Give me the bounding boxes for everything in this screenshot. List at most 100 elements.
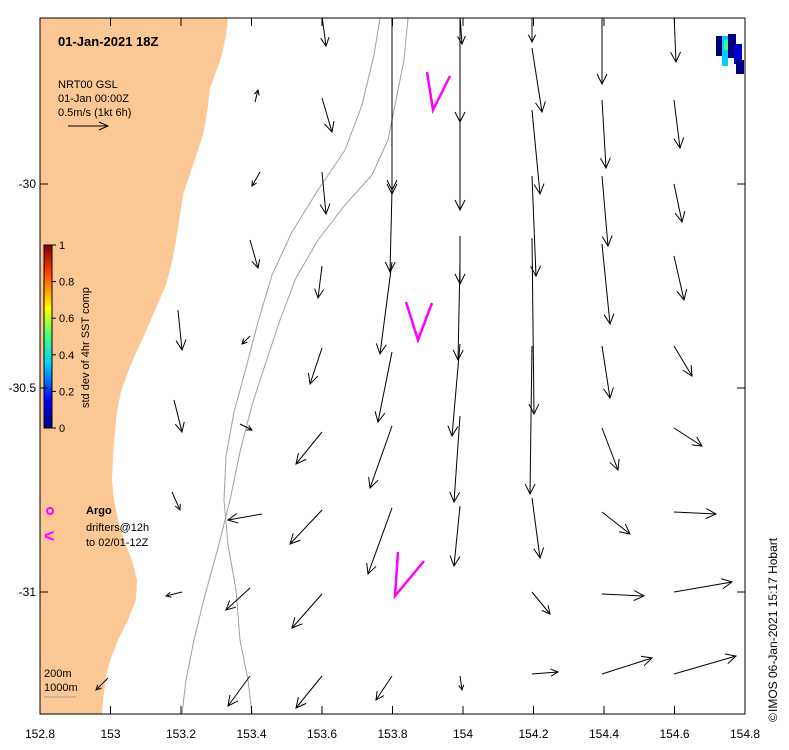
isobath-1000m bbox=[181, 18, 409, 714]
drifter-label: drifters@12h bbox=[86, 522, 149, 534]
y-tick-label: -31 bbox=[19, 585, 37, 599]
current-arrow bbox=[173, 399, 185, 434]
current-arrow bbox=[454, 112, 466, 212]
current-arrow bbox=[670, 18, 682, 64]
legend-scale: 0.5m/s (1kt 6h) bbox=[58, 107, 131, 119]
current-arrow bbox=[673, 508, 718, 519]
legend-time: 01-Jan 00:00Z bbox=[58, 93, 129, 105]
argo-label: Argo bbox=[86, 505, 112, 517]
colorbar-tick-label: 0.6 bbox=[59, 313, 74, 325]
colorbar-ticks: 0 0.2 0.4 0.6 0.8 1 bbox=[52, 240, 74, 435]
current-arrow bbox=[601, 243, 615, 326]
colorbar-tick-label: 1 bbox=[59, 240, 65, 252]
credit-text: IMOS 06-Jan-2021 15:17 Hobart bbox=[766, 537, 780, 712]
current-arrow bbox=[368, 425, 393, 490]
current-arrow bbox=[253, 88, 260, 103]
x-tick-label: 154.6 bbox=[659, 727, 689, 741]
sst-patch bbox=[716, 34, 744, 74]
current-arrow bbox=[673, 578, 734, 593]
current-arrow bbox=[531, 591, 551, 615]
map-title: 01-Jan-2021 18Z bbox=[58, 34, 159, 49]
x-tick-label: 154.4 bbox=[589, 727, 619, 741]
drifter-track-2 bbox=[404, 301, 434, 344]
legend-scale-arrow bbox=[68, 121, 110, 131]
drifter-symbol: < bbox=[44, 526, 55, 546]
current-arrow bbox=[601, 655, 654, 675]
current-arrow bbox=[673, 183, 686, 224]
current-arrow bbox=[386, 112, 398, 196]
current-arrow bbox=[449, 505, 461, 568]
current-arrow bbox=[457, 18, 466, 46]
current-arrow bbox=[241, 335, 251, 345]
colorbar-tick-label: 0.8 bbox=[59, 277, 74, 289]
current-arrow bbox=[375, 675, 393, 701]
current-arrow bbox=[366, 507, 393, 576]
land-mass bbox=[40, 18, 228, 714]
current-arrow bbox=[239, 423, 253, 431]
x-tick-label: 154.2 bbox=[518, 727, 548, 741]
current-arrow bbox=[601, 175, 613, 248]
drifter-track-3 bbox=[393, 551, 425, 600]
current-arrow bbox=[452, 261, 464, 362]
current-arrow bbox=[171, 491, 181, 512]
current-arrow bbox=[673, 345, 693, 377]
x-tick-label: 153.2 bbox=[166, 727, 196, 741]
current-arrow bbox=[531, 497, 545, 560]
x-tick-label: 154 bbox=[453, 727, 473, 741]
current-arrow bbox=[527, 18, 537, 44]
current-arrow bbox=[601, 590, 646, 601]
drifter-track-1 bbox=[425, 71, 452, 115]
x-tick-label: 152.8 bbox=[25, 727, 55, 741]
current-arrow bbox=[251, 171, 261, 187]
current-arrow bbox=[531, 109, 545, 196]
y-tick-label: -30.5 bbox=[9, 381, 37, 395]
current-arrow bbox=[384, 189, 396, 274]
current-vectors bbox=[95, 18, 738, 709]
current-arrow bbox=[531, 47, 546, 114]
x-tick-label: 153.6 bbox=[307, 727, 337, 741]
copyright-symbol: © bbox=[766, 713, 780, 722]
legend-source: NRT00 GSL bbox=[58, 79, 118, 91]
current-arrow bbox=[226, 513, 263, 524]
current-arrow bbox=[601, 427, 620, 472]
argo-symbol bbox=[46, 507, 54, 515]
current-arrow bbox=[599, 99, 611, 170]
colorbar-tick-label: 0.4 bbox=[59, 350, 74, 362]
current-arrow bbox=[321, 97, 335, 134]
current-arrow bbox=[164, 591, 183, 598]
current-arrow bbox=[95, 677, 109, 691]
y-tick-label: -30 bbox=[19, 177, 37, 191]
colorbar-tick-label: 0 bbox=[59, 423, 65, 435]
x-tick-label: 153.4 bbox=[236, 727, 266, 741]
current-arrow bbox=[528, 237, 540, 416]
x-tick-label: 154.8 bbox=[730, 727, 760, 741]
colorbar-label: std dev of 4hr SST comp bbox=[80, 287, 92, 408]
current-arrow bbox=[295, 431, 323, 465]
current-arrow bbox=[374, 351, 393, 424]
x-tick-label: 153.8 bbox=[377, 727, 407, 741]
current-arrow bbox=[319, 171, 331, 216]
x-tick-label: 153 bbox=[100, 727, 120, 741]
current-arrow bbox=[375, 261, 393, 356]
current-arrow bbox=[601, 511, 631, 535]
current-arrow bbox=[601, 345, 614, 400]
current-arrow bbox=[673, 427, 703, 447]
drifter-period: to 02/01-12Z bbox=[86, 537, 149, 549]
current-arrow bbox=[289, 509, 323, 545]
drifter-tracks bbox=[393, 71, 452, 600]
current-arrow bbox=[673, 255, 688, 302]
current-arrow bbox=[295, 675, 323, 709]
current-arrow bbox=[458, 675, 465, 692]
current-arrow bbox=[447, 343, 461, 438]
x-axis: 152.8 153 153.2 153.4 153.6 153.8 154 154.2 154.… bbox=[25, 18, 760, 741]
current-arrow bbox=[524, 345, 536, 496]
isobath-200m bbox=[223, 18, 381, 714]
current-arrow bbox=[320, 18, 330, 48]
current-arrow bbox=[454, 18, 466, 124]
isobath-legend-200m: 200m bbox=[44, 668, 72, 680]
current-arrow bbox=[225, 587, 251, 611]
current-arrow bbox=[291, 593, 323, 629]
colorbar bbox=[43, 244, 53, 429]
current-arrow bbox=[175, 309, 187, 352]
